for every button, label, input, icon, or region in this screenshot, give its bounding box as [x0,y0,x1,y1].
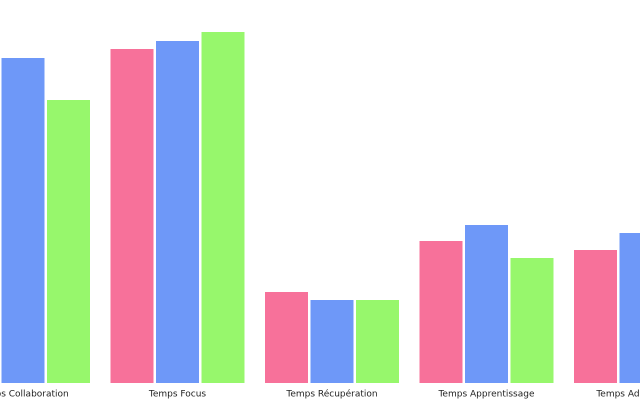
x-tick-label: Temps Administratif [595,390,640,400]
bar [510,258,554,383]
bar [110,49,154,383]
x-tick-label: Temps Apprentissage [437,390,534,400]
x-tick-label: Temps Collaboration [0,390,69,400]
bar [310,300,354,383]
bar [201,32,245,383]
bar [419,241,463,383]
bar [47,100,90,383]
bar [465,225,508,383]
bar [156,41,199,383]
x-tick-label: Temps Récupération [285,389,377,400]
bar [265,292,308,383]
bar [356,300,399,383]
x-tick-label: Temps Focus [148,390,207,400]
bar [574,250,617,383]
bar [1,58,45,383]
bar [619,233,640,383]
